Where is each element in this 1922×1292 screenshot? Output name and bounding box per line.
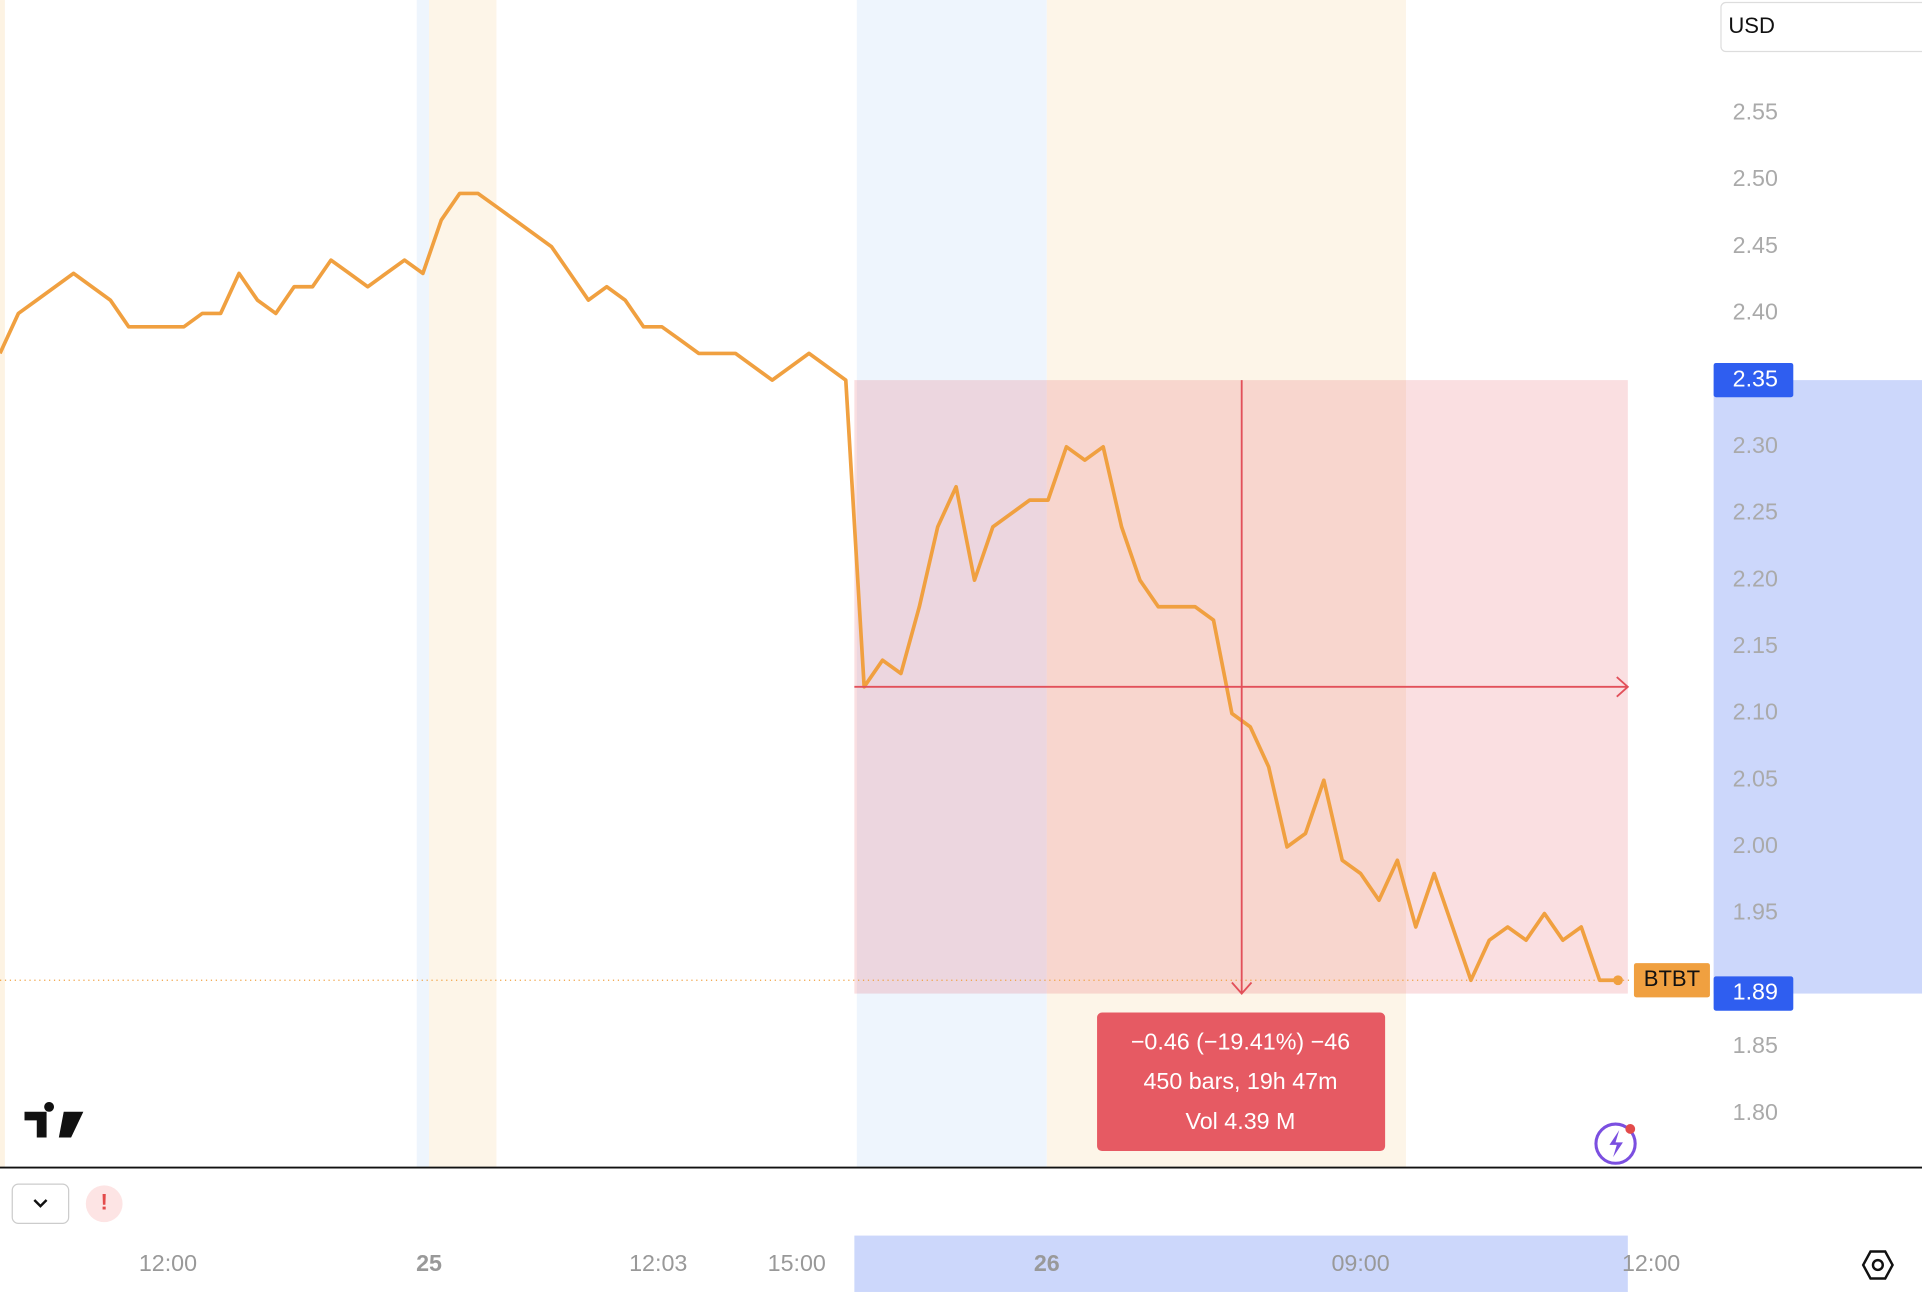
y-tick-label: 2.15 [1733,632,1778,658]
y-tick-label: 2.30 [1733,432,1778,458]
measure-text: 450 bars, 19h 47m [1143,1068,1337,1094]
x-tick-label: 09:00 [1331,1250,1389,1276]
y-tick-label: 2.40 [1733,299,1778,325]
currency-box[interactable] [1720,1,1922,53]
session-shade [1046,0,1406,1167]
series-label: BTBT [1644,966,1700,991]
price-label-bg [1713,362,1794,398]
y-tick-label: 1.85 [1733,1032,1778,1058]
measure-text: Vol 4.39 M [1186,1108,1296,1134]
y-tick-label: 2.05 [1733,765,1778,791]
x-tick-label: 26 [1034,1250,1060,1276]
measure-v-arrow [1231,380,1253,995]
y-tick-label: 2.10 [1733,699,1778,725]
session-shade [429,0,497,1167]
collapse-button[interactable] [11,1183,70,1224]
x-tick-label: 25 [416,1250,442,1276]
y-tick-label: 2.25 [1733,499,1778,525]
time-range-highlight [854,1235,1628,1292]
plot: 1.80 1.85 1.95 2.00 2.05 2.10 2.15 2.20 2.25 2.30… [0,99,1922,1152]
alert-mark: ! [101,1190,108,1215]
settings-icon[interactable] [1861,1250,1894,1280]
series-label-bg [1633,963,1710,998]
measure-text: −0.46 (−19.41%) −46 [1131,1028,1350,1054]
x-tick-label: 12:00 [139,1250,197,1276]
y-tick-label: 1.95 [1733,899,1778,925]
currency: USD [1728,13,1775,38]
price-line [0,191,1619,983]
assistant-icon[interactable] [1594,1122,1637,1165]
y-tick-label: 2.45 [1733,232,1778,258]
y-tick-label: 1.80 [1733,1099,1778,1125]
x-tick-label: 15:00 [768,1250,826,1276]
price-label: 1.89 [1733,979,1778,1005]
y-tick-label: 2.55 [1733,99,1778,125]
logo [24,1101,84,1138]
session-shade [0,0,5,1167]
y-tick-label: 2.20 [1733,565,1778,591]
y-tick-label: 2.50 [1733,165,1778,191]
price-range-band [1713,380,1922,994]
x-tick-label: 12:03 [629,1250,687,1276]
measure-box [1097,1012,1386,1152]
chevron [33,1199,48,1208]
x-tick-label: 12:00 [1622,1250,1680,1276]
alert-icon[interactable] [85,1185,123,1223]
price-label-bg [1713,976,1794,1011]
y-tick-label: 2.00 [1733,832,1778,858]
last-point [1613,975,1623,986]
session-shade [416,0,430,1167]
session-shade [856,0,1047,1167]
price-label: 2.35 [1733,365,1778,391]
